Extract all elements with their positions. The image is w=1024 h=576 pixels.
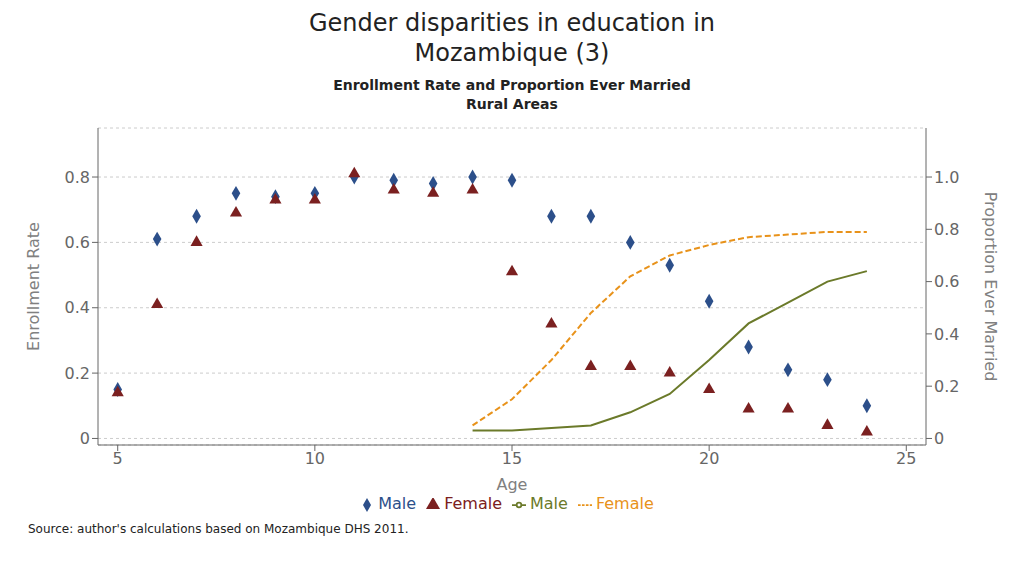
svg-text:0: 0 <box>934 429 944 448</box>
html-text:Male: Male <box>530 494 568 513</box>
svg-text:0.6: 0.6 <box>65 233 90 252</box>
svg-text:20: 20 <box>699 449 719 468</box>
svg-text:0.4: 0.4 <box>65 298 90 317</box>
html-text:Rural Areas: Rural Areas <box>466 96 558 112</box>
svg-text:0.4: 0.4 <box>934 325 959 344</box>
svg-text:Enrollment Rate: Enrollment Rate <box>24 222 43 351</box>
html-text:Female: Female <box>595 494 654 513</box>
svg-text:15: 15 <box>502 449 522 468</box>
svg-text:10: 10 <box>305 449 325 468</box>
html-text:Source: author's calculations: Source: author's calculations based on M… <box>28 522 409 536</box>
html-text:Male: Male <box>378 494 417 513</box>
svg-text:0.6: 0.6 <box>934 272 959 291</box>
svg-text:0.2: 0.2 <box>934 377 959 396</box>
svg-text:5: 5 <box>113 449 123 468</box>
html-text:Enrollment Rate and Proportion: Enrollment Rate and Proportion Ever Marr… <box>333 77 691 93</box>
svg-text:0.8: 0.8 <box>65 168 90 187</box>
svg-text:25: 25 <box>896 449 916 468</box>
html-text:Female: Female <box>444 494 502 513</box>
svg-text:Age: Age <box>497 475 528 494</box>
svg-text:Proportion Ever Married: Proportion Ever Married <box>981 192 1000 382</box>
svg-text:0.2: 0.2 <box>65 364 90 383</box>
svg-text:0.8: 0.8 <box>934 220 959 239</box>
svg-text:1.0: 1.0 <box>934 168 959 187</box>
html-text:Gender disparities in educatio: Gender disparities in education in Mozam… <box>309 9 715 67</box>
svg-text:0: 0 <box>80 429 90 448</box>
